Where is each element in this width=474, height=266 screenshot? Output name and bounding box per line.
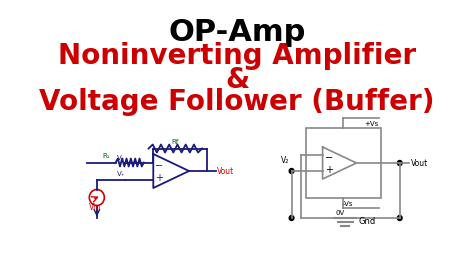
Circle shape [397, 160, 402, 165]
Circle shape [397, 215, 402, 221]
Circle shape [289, 215, 294, 221]
Text: +: + [325, 165, 333, 175]
Circle shape [289, 168, 294, 173]
Text: Noninverting Amplifier: Noninverting Amplifier [58, 42, 416, 70]
Text: Rf: Rf [171, 139, 179, 144]
Text: Gnd: Gnd [358, 218, 375, 227]
Text: Vout: Vout [411, 159, 428, 168]
Text: OP-Amp: OP-Amp [168, 18, 306, 47]
Text: V₂: V₂ [281, 156, 290, 165]
Text: Vin: Vin [89, 202, 101, 211]
Text: Vout: Vout [217, 167, 235, 176]
Text: &: & [225, 66, 249, 94]
Text: 0V: 0V [336, 210, 345, 216]
Text: Voltage Follower (Buffer): Voltage Follower (Buffer) [39, 88, 435, 116]
Text: R₁: R₁ [102, 153, 110, 160]
Text: V₋: V₋ [117, 155, 125, 160]
Text: −: − [155, 161, 163, 171]
Bar [306, 128, 381, 198]
Text: −: − [325, 153, 333, 163]
Text: +: + [155, 173, 163, 183]
Text: V₊: V₊ [117, 172, 125, 177]
Text: -Vs: -Vs [343, 201, 353, 207]
Text: +Vs: +Vs [365, 121, 379, 127]
